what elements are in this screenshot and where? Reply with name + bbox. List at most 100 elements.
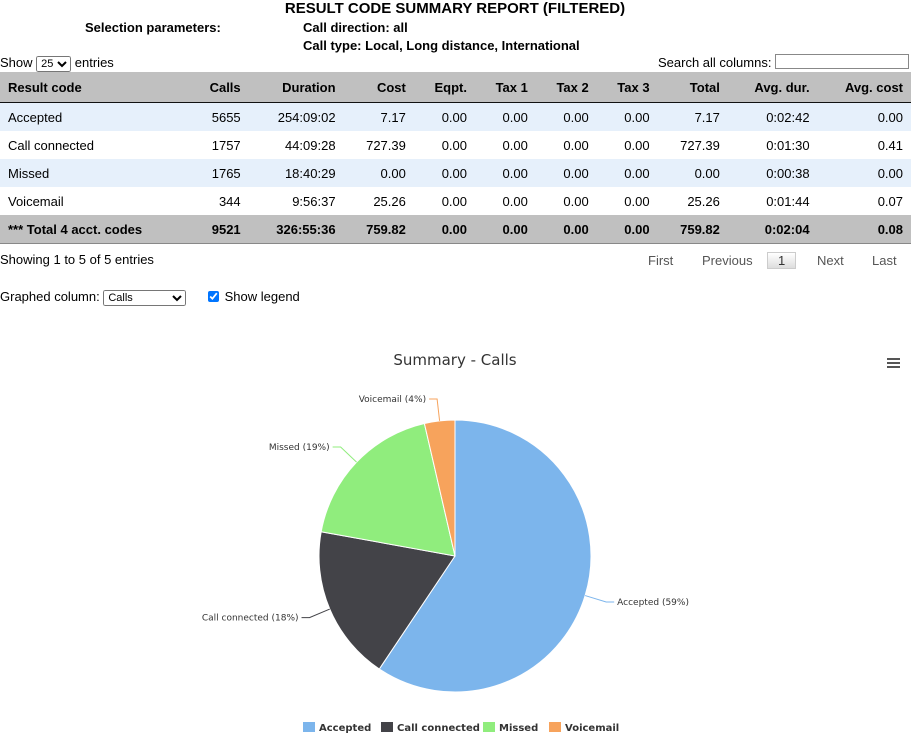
call-direction: Call direction: all (303, 20, 408, 35)
table-cell: 0.00 (413, 159, 475, 187)
column-header[interactable]: Tax 2 (535, 72, 597, 103)
connector-line (429, 398, 441, 421)
table-cell: 9:56:37 (292, 193, 336, 209)
call-type: Call type: Local, Long distance, Interna… (303, 38, 580, 53)
pie-chart: Summary - Calls Accepted (59%) Call conne… (202, 351, 900, 734)
table-cell: 0:02:42 (727, 102, 818, 131)
table-row: Missed 1765 18:40:29 0.00 0.00 0.00 0.00 0.00 0.… (0, 159, 911, 187)
next-button[interactable]: Next (817, 253, 844, 268)
column-header[interactable]: Avg. dur. (727, 72, 818, 103)
first-button[interactable]: First (648, 253, 674, 268)
table-cell: 0.00 (441, 137, 467, 153)
connector-line (301, 608, 330, 619)
column-header[interactable]: Calls (189, 72, 249, 103)
table-cell: 0.00 (624, 193, 650, 209)
legend-item[interactable]: Accepted (319, 723, 371, 734)
legend-swatch (381, 722, 393, 732)
data-label: Missed (19%) (269, 443, 330, 453)
column-header[interactable]: Eqpt. (413, 72, 475, 103)
total-cell: 759.82 (657, 215, 728, 244)
column-header[interactable]: Result code (0, 72, 190, 103)
table-cell: 18:40:29 (248, 159, 344, 187)
table-cell: Accepted (0, 102, 190, 131)
pie-slice[interactable] (320, 422, 456, 557)
table-cell: 0.00 (596, 102, 658, 131)
entries-control: Show 25 entries (0, 55, 114, 72)
table-cell: 0.00 (817, 102, 911, 131)
total-cell: 759.82 (343, 215, 414, 244)
table-cell: 7.17 (657, 102, 728, 131)
show-legend-label: Show legend (224, 289, 300, 304)
table-cell: 0:01:30 (766, 137, 810, 153)
column-header[interactable]: Tax 1 (475, 72, 536, 103)
table-cell: 0:01:44 (766, 193, 810, 209)
column-header[interactable]: Duration (248, 72, 344, 103)
entries-label: entries (74, 55, 114, 70)
pie-slice[interactable] (378, 419, 592, 693)
table-info: Showing 1 to 5 of 5 entries (0, 252, 154, 267)
table-cell: 44:09:28 (284, 137, 336, 153)
total-cell: 0.00 (475, 215, 536, 244)
total-cell: 0.00 (535, 215, 597, 244)
total-cell: 0.00 (413, 215, 475, 244)
chart-title: Summary - Calls (393, 351, 516, 369)
table-cell: 0.07 (877, 193, 903, 209)
table-cell: 5655 (189, 102, 249, 131)
previous-button[interactable]: Previous (702, 253, 753, 268)
table-cell: 7.17 (343, 102, 414, 131)
table-cell: 0.00 (535, 102, 597, 131)
show-legend-checkbox[interactable] (207, 291, 219, 302)
table-cell: 1765 (189, 159, 249, 187)
table-cell: 0.00 (475, 159, 536, 187)
table-cell: 0.00 (441, 193, 467, 209)
column-header[interactable]: Cost (343, 72, 414, 103)
table-cell: 0.00 (817, 159, 911, 187)
table-cell: 0.00 (475, 102, 536, 131)
legend-item[interactable]: Voicemail (565, 723, 619, 734)
last-button[interactable]: Last (872, 253, 897, 268)
total-cell: *** Total 4 acct. codes (0, 215, 190, 244)
hamburger-menu-icon[interactable] (887, 358, 900, 368)
total-cell: 0.00 (596, 215, 658, 244)
table-cell: Voicemail (8, 193, 64, 209)
table-row: Call connected 1757 44:09:28 727.39 0.00 0.00… (0, 131, 911, 159)
table-cell: 727.39 (366, 137, 406, 153)
connector-line (584, 595, 615, 603)
graphed-column-label: Graphed column: (0, 289, 100, 304)
result-table: Result code Calls Duration Cost Eqpt. Tax 1 Ta… (0, 72, 911, 244)
page-1-button[interactable]: 1 (767, 252, 797, 269)
table-row: Voicemail 344 9:56:37 25.26 0.00 0.00 0.00 0.00… (0, 187, 911, 215)
table-cell: 1757 (211, 137, 241, 153)
table-cell: 0.00 (535, 159, 597, 187)
pie-slice[interactable] (318, 531, 456, 670)
column-header[interactable]: Total (657, 72, 728, 103)
column-header[interactable]: Tax 3 (596, 72, 658, 103)
graphed-column-select[interactable]: Calls (103, 290, 187, 306)
column-header[interactable]: Avg. cost (817, 72, 911, 103)
table-cell: 0.00 (502, 137, 528, 153)
search-input[interactable] (775, 54, 909, 69)
table-cell: 0.00 (413, 102, 475, 131)
connector-line (332, 446, 357, 463)
total-row: *** Total 4 acct. codes 9521 326:55:36 759.… (0, 215, 911, 244)
legend-item[interactable]: Missed (499, 723, 538, 734)
show-label: Show (0, 55, 33, 70)
table-cell: 254:09:02 (248, 102, 344, 131)
table-cell: 0.00 (563, 137, 589, 153)
table-cell: 344 (218, 193, 241, 209)
table-cell: 0:00:38 (727, 159, 818, 187)
legend-swatch (483, 722, 495, 732)
report-title: RESULT CODE SUMMARY REPORT (FILTERED) (284, 0, 626, 17)
legend-item[interactable]: Call connected (397, 723, 480, 734)
table-cell: Missed (0, 159, 190, 187)
total-cell: 326:55:36 (248, 215, 344, 244)
table-cell: Call connected (8, 137, 94, 153)
data-label: Accepted (59%) (617, 598, 689, 608)
table-cell: 0.00 (502, 193, 528, 209)
search-label: Search all columns: (658, 55, 772, 70)
entries-select[interactable]: 25 (36, 56, 72, 72)
data-label: Voicemail (4%) (359, 395, 426, 405)
table-cell: 25.26 (373, 193, 406, 209)
table-cell: 0.00 (343, 159, 414, 187)
table-cell: 0.00 (596, 159, 658, 187)
